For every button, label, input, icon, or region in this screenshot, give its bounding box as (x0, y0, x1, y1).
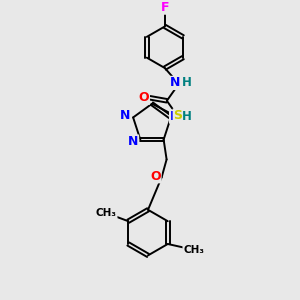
Text: F: F (160, 1, 169, 14)
Text: CH₃: CH₃ (183, 245, 204, 255)
Text: S: S (173, 109, 182, 122)
Text: N: N (169, 76, 180, 89)
Text: N: N (169, 110, 180, 123)
Text: O: O (139, 91, 149, 104)
Text: H: H (182, 76, 192, 89)
Text: N: N (128, 135, 139, 148)
Text: O: O (150, 170, 161, 183)
Text: CH₃: CH₃ (96, 208, 117, 218)
Text: N: N (120, 109, 130, 122)
Text: H: H (182, 110, 192, 123)
